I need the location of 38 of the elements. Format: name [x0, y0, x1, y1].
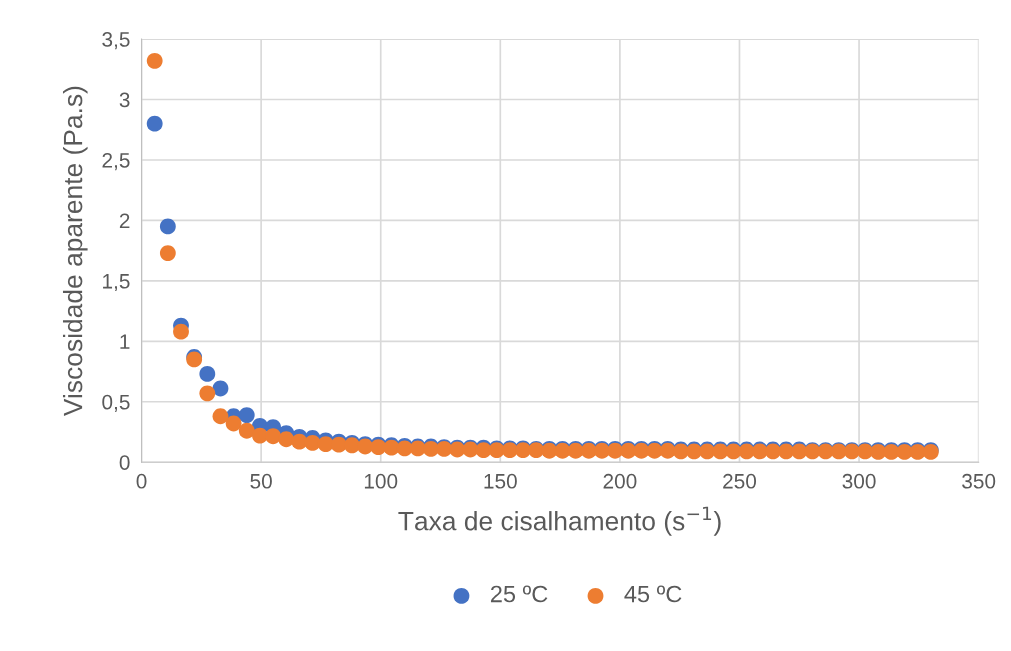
y-tick-label: 1,5 — [103, 274, 130, 292]
legend-label: 25 ºC — [490, 585, 548, 603]
x-tick-label: 350 — [962, 473, 996, 489]
point — [159, 218, 176, 235]
point — [278, 431, 295, 448]
y-tick-label: 2 — [119, 213, 130, 228]
y-tick-label: 0 — [119, 455, 130, 470]
point — [225, 415, 242, 432]
x-tick-label: 150 — [484, 473, 517, 489]
x-axis-title: Taxa de cisalhamento (s$^{−1}$) — [398, 506, 721, 536]
y-axis-title: Viscosidade aparente (Pa.s) — [62, 86, 88, 417]
point — [252, 427, 268, 444]
point — [146, 115, 163, 132]
point — [238, 407, 255, 423]
point — [212, 380, 229, 397]
point — [304, 434, 321, 451]
point — [199, 385, 216, 402]
point — [317, 436, 334, 452]
x-tick-label: 200 — [603, 473, 637, 489]
y-tick-label: 3 — [119, 92, 130, 108]
y-tick-label: 3,5 — [102, 32, 130, 50]
point — [291, 433, 308, 450]
point — [238, 422, 255, 439]
y-tick-label: 2,5 — [102, 152, 130, 171]
y-tick-label: 0,5 — [102, 394, 130, 412]
point — [199, 366, 216, 382]
y-tick-label: 1 — [120, 334, 130, 349]
point — [212, 408, 229, 425]
legend-label: 45 ºC — [624, 585, 682, 603]
x-tick-label: 0 — [136, 473, 147, 489]
x-tick-label: 300 — [842, 473, 876, 489]
x-tick-label: 250 — [723, 473, 757, 489]
point — [146, 52, 163, 69]
x-tick-label: 100 — [364, 473, 398, 489]
x-tick-label: 50 — [250, 473, 272, 489]
point — [159, 245, 176, 261]
point — [173, 323, 189, 340]
point — [265, 428, 281, 445]
